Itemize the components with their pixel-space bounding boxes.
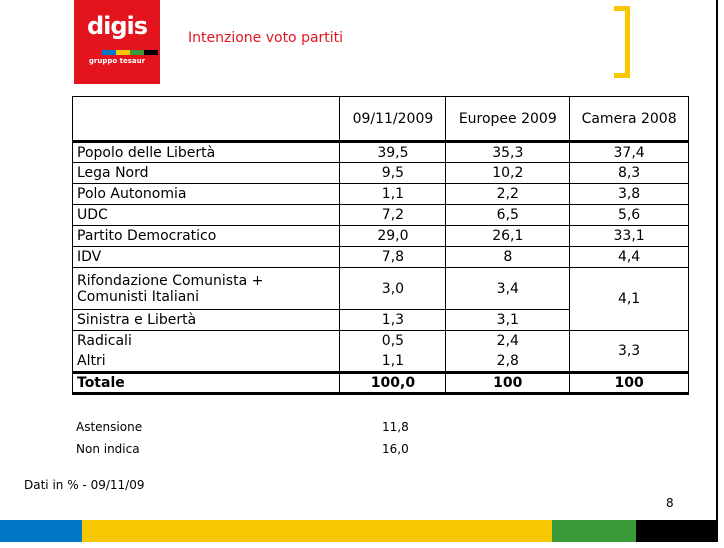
table-row: Popolo delle Libertà 39,5 35,3 37,4 xyxy=(71,141,689,163)
table-row: Radicali 0,5 2,4 3,3 xyxy=(71,330,689,373)
logo-subtitle: gruppo tesaur xyxy=(88,57,146,65)
value-cell: 8,3 xyxy=(569,162,689,184)
table-row: Polo Autonomia 1,1 2,2 3,8 xyxy=(71,183,689,205)
total-value: 100,0 xyxy=(339,371,447,395)
value-cell: 1,1 xyxy=(339,351,447,373)
bar-blue xyxy=(0,520,82,542)
value-cell: 2,2 xyxy=(445,183,571,205)
party-label: UDC xyxy=(71,204,341,226)
column-header-party xyxy=(71,96,341,143)
value-cell: 3,0 xyxy=(339,267,447,310)
astensione-value: 11,8 xyxy=(382,420,409,434)
total-label: Totale xyxy=(71,371,341,395)
bar-yellow xyxy=(82,520,552,542)
astensione-label: Astensione xyxy=(76,420,143,434)
table-row: IDV 7,8 8 4,4 xyxy=(71,246,689,268)
column-header-europee: Europee 2009 xyxy=(445,96,571,143)
party-label: Altri xyxy=(71,351,341,373)
value-cell: 0,5 xyxy=(339,330,447,352)
value-cell: 7,8 xyxy=(339,246,447,268)
table-row: Lega Nord 9,5 10,2 8,3 xyxy=(71,162,689,184)
column-header-camera: Camera 2008 xyxy=(569,96,689,143)
total-value: 100 xyxy=(445,371,571,395)
merged-value-cell: 4,1 xyxy=(569,267,689,331)
party-label: Partito Democratico xyxy=(71,225,341,247)
table-row: UDC 7,2 6,5 5,6 xyxy=(71,204,689,226)
value-cell: 3,8 xyxy=(569,183,689,205)
party-label: Sinistra e Libertà xyxy=(71,309,341,331)
bar-black xyxy=(636,520,718,542)
value-cell: 3,4 xyxy=(445,267,571,310)
bar-green xyxy=(552,520,636,542)
value-cell: 6,5 xyxy=(445,204,571,226)
value-cell: 2,4 xyxy=(445,330,571,352)
non-indica-value: 16,0 xyxy=(382,442,409,456)
value-cell: 1,3 xyxy=(339,309,447,331)
party-label: IDV xyxy=(71,246,341,268)
value-cell: 3,1 xyxy=(445,309,571,331)
value-cell: 7,2 xyxy=(339,204,447,226)
logo-stripes xyxy=(102,50,158,55)
value-cell: 10,2 xyxy=(445,162,571,184)
table-header-row: 09/11/2009 Europee 2009 Camera 2008 xyxy=(71,96,689,143)
party-label: Popolo delle Libertà xyxy=(71,141,341,163)
yellow-bracket-icon xyxy=(614,6,630,78)
page-number: 8 xyxy=(666,496,674,510)
value-cell: 33,1 xyxy=(569,225,689,247)
party-label: Lega Nord xyxy=(71,162,341,184)
non-indica-label: Non indica xyxy=(76,442,140,456)
footnote: Dati in % - 09/11/09 xyxy=(24,478,145,492)
value-cell: 2,8 xyxy=(445,351,571,373)
value-cell: 39,5 xyxy=(339,141,447,163)
total-row: Totale 100,0 100 100 xyxy=(71,371,689,395)
table-row: Rifondazione Comunista + Comunisti Itali… xyxy=(71,267,689,331)
value-cell: 26,1 xyxy=(445,225,571,247)
value-cell: 9,5 xyxy=(339,162,447,184)
vote-intention-table: 09/11/2009 Europee 2009 Camera 2008 Popo… xyxy=(71,96,689,395)
logo-text: digis xyxy=(86,12,148,40)
value-cell: 35,3 xyxy=(445,141,571,163)
value-cell: 37,4 xyxy=(569,141,689,163)
merged-value-cell: 3,3 xyxy=(569,330,689,373)
color-bar xyxy=(0,520,718,542)
value-cell: 29,0 xyxy=(339,225,447,247)
column-header-date: 09/11/2009 xyxy=(339,96,447,143)
slide-title: Intenzione voto partiti xyxy=(188,30,344,46)
party-label: Radicali xyxy=(71,330,341,352)
party-label: Polo Autonomia xyxy=(71,183,341,205)
value-cell: 5,6 xyxy=(569,204,689,226)
digis-logo: digis gruppo tesaur xyxy=(74,0,160,84)
party-label: Rifondazione Comunista + Comunisti Itali… xyxy=(71,267,341,310)
table-row: Partito Democratico 29,0 26,1 33,1 xyxy=(71,225,689,247)
value-cell: 4,4 xyxy=(569,246,689,268)
value-cell: 8 xyxy=(445,246,571,268)
value-cell: 1,1 xyxy=(339,183,447,205)
total-value: 100 xyxy=(569,371,689,395)
